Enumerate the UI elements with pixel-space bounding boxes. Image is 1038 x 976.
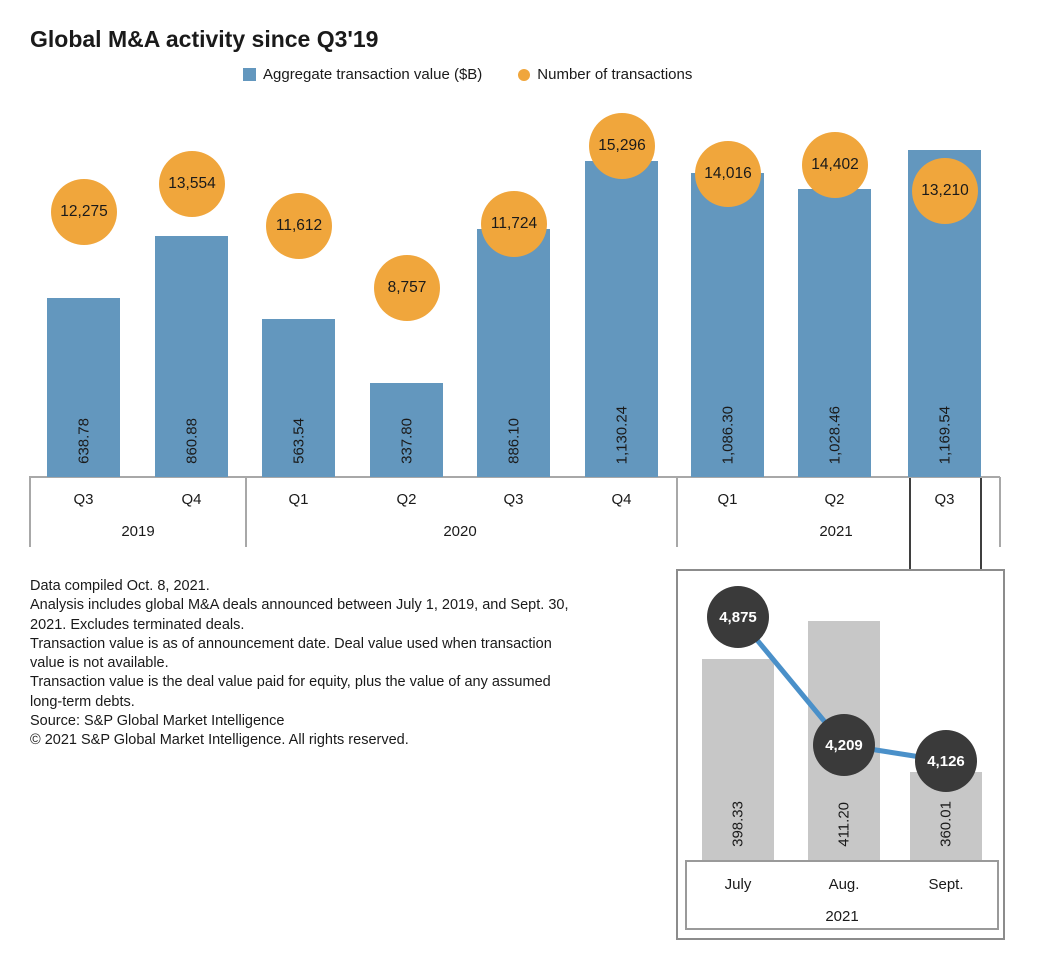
inset-month-label: July — [724, 876, 752, 893]
transaction-value-bar: 886.10 — [477, 229, 550, 477]
legend-label-transaction-count: Number of transactions — [537, 66, 693, 83]
footnote-line: Transaction value is the deal value paid… — [30, 674, 551, 691]
legend-item-transaction-count: Number of transactions — [518, 66, 692, 83]
inset-transaction-count-marker: 4,209 — [813, 714, 875, 776]
inset-transaction-count-marker: 4,875 — [707, 586, 769, 648]
x-axis-quarter-label: Q1 — [288, 491, 309, 508]
x-axis-quarter-label: Q2 — [396, 491, 417, 508]
inset-year-label: 2021 — [825, 908, 859, 925]
transaction-count-marker: 12,275 — [51, 179, 117, 245]
transaction-count-label: 14,016 — [704, 165, 752, 182]
transaction-count-label: 14,402 — [811, 156, 859, 173]
callout-connector-line — [980, 478, 982, 570]
transaction-count-marker: 11,612 — [266, 193, 332, 259]
transaction-count-label: 15,296 — [598, 137, 646, 154]
transaction-count-label: 13,210 — [921, 182, 969, 199]
x-axis-year-label: 2020 — [443, 523, 477, 540]
transaction-count-marker: 15,296 — [589, 113, 655, 179]
callout-connector-line — [909, 478, 911, 570]
x-axis-group-tick — [245, 477, 247, 547]
transaction-count-marker: 11,724 — [481, 191, 547, 257]
footnote-line: Transaction value is as of announcement … — [30, 635, 552, 652]
x-axis-quarter-label: Q3 — [934, 491, 955, 508]
transaction-value-bar: 337.80 — [370, 383, 443, 477]
transaction-count-label: 13,554 — [168, 175, 216, 192]
x-axis-quarter-label: Q4 — [611, 491, 632, 508]
x-axis-group-tick — [676, 477, 678, 547]
footnote-line: Data compiled Oct. 8, 2021. — [30, 578, 210, 594]
transaction-count-label: 11,612 — [275, 217, 323, 234]
blue-square-icon — [243, 68, 256, 81]
inset-transaction-count-marker: 4,126 — [915, 730, 977, 792]
legend-label-transaction-value: Aggregate transaction value ($B) — [263, 66, 483, 83]
footnote-line: © 2021 S&P Global Market Intelligence. A… — [30, 732, 409, 749]
x-axis-quarter-label: Q3 — [503, 491, 524, 508]
transaction-count-label: 11,724 — [490, 215, 538, 232]
x-axis-quarter-label: Q3 — [73, 491, 94, 508]
legend: Aggregate transaction value ($B) Number … — [243, 66, 692, 83]
x-axis-quarter-label: Q1 — [717, 491, 738, 508]
transaction-value-bar: 1,130.24 — [585, 161, 658, 477]
inset-transaction-count-label: 4,209 — [825, 736, 863, 754]
x-axis-quarter-label: Q4 — [181, 491, 202, 508]
chart-title: Global M&A activity since Q3'19 — [30, 26, 379, 52]
x-axis-group-tick — [29, 477, 31, 547]
inset-transaction-count-label: 4,126 — [927, 752, 965, 770]
inset-month-label: Sept. — [928, 876, 964, 893]
inset-transaction-count-label: 4,875 — [719, 608, 757, 626]
inset-axis-box — [685, 860, 999, 930]
x-axis-group-tick — [999, 477, 1001, 547]
transaction-value-bar: 860.88 — [155, 236, 228, 477]
inset-month-label: Aug. — [828, 876, 860, 893]
transaction-count-label: 12,275 — [60, 203, 108, 220]
x-axis-year-label: 2021 — [819, 523, 853, 540]
inset-transaction-value-bar: 398.33 — [702, 659, 774, 860]
x-axis-quarter-label: Q2 — [824, 491, 845, 508]
transaction-value-bar: 563.54 — [262, 319, 335, 477]
transaction-count-marker: 13,554 — [159, 151, 225, 217]
footnote-line: Source: S&P Global Market Intelligence — [30, 713, 285, 730]
transaction-count-marker: 8,757 — [374, 255, 440, 321]
footnote-line: value is not available. — [30, 655, 169, 672]
footnote-line: 2021. Excludes terminated deals. — [30, 616, 245, 633]
transaction-count-marker: 14,016 — [695, 141, 761, 207]
x-axis-year-label: 2019 — [121, 523, 155, 540]
transaction-count-marker: 14,402 — [802, 132, 868, 198]
x-axis-baseline — [29, 476, 1000, 478]
transaction-count-label: 8,757 — [387, 279, 427, 296]
orange-dot-icon — [518, 68, 531, 81]
inset-monthly-chart: 398.33 411.20 360.01 4,875 4,209 4,126 July Aug… — [676, 569, 1005, 940]
legend-item-transaction-value: Aggregate transaction value ($B) — [243, 66, 482, 83]
transaction-count-marker: 13,210 — [912, 158, 978, 224]
transaction-value-bar: 1,028.46 — [798, 189, 871, 477]
footnote-line: Analysis includes global M&A deals annou… — [30, 597, 569, 614]
transaction-value-bar: 1,086.30 — [691, 173, 764, 477]
footnotes: Data compiled Oct. 8, 2021. Analysis inc… — [30, 577, 670, 751]
transaction-value-bar: 638.78 — [47, 298, 120, 477]
footnote-line: long-term debts. — [30, 693, 135, 710]
